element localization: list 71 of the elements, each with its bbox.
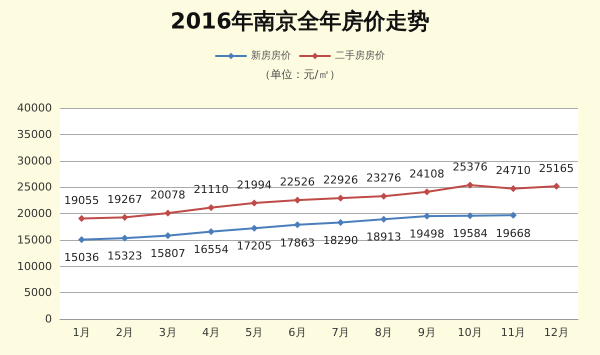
point — [466, 182, 474, 189]
point — [337, 219, 344, 226]
point — [510, 185, 517, 192]
point — [208, 228, 215, 236]
data-label: 23276 — [366, 172, 402, 185]
data-label: 25165 — [538, 162, 574, 175]
point — [121, 234, 128, 242]
y-tick-label: 30000 — [17, 154, 52, 168]
chart-subtitle: （单位：元/㎡） — [260, 68, 340, 81]
point — [510, 212, 517, 219]
point — [380, 216, 388, 223]
data-label: 24710 — [496, 164, 531, 178]
x-tick-label: 7月 — [332, 326, 350, 339]
data-label: 20078 — [150, 188, 186, 202]
data-label: 16554 — [194, 243, 229, 256]
data-label: 17205 — [236, 240, 272, 253]
point — [78, 214, 86, 222]
point — [121, 214, 128, 221]
data-label: 19668 — [496, 226, 531, 240]
legend-label: 新房房价 — [251, 50, 291, 62]
point — [380, 192, 388, 200]
point — [294, 221, 301, 228]
point — [466, 212, 474, 220]
point — [337, 194, 344, 202]
data-label: 19267 — [107, 192, 142, 206]
x-tick-label: 3月 — [158, 326, 177, 339]
point — [164, 232, 172, 240]
x-tick-label: 4月 — [202, 326, 220, 339]
x-tick-label: 1月 — [72, 326, 91, 339]
x-tick-label: 2月 — [116, 326, 134, 339]
y-tick-label: 5000 — [24, 286, 52, 300]
x-tick-label: 11月 — [500, 326, 526, 339]
data-label: 15807 — [150, 247, 186, 260]
y-tick-label: 10000 — [17, 260, 52, 273]
point — [250, 199, 258, 206]
data-label: 24108 — [409, 167, 444, 180]
point — [78, 236, 86, 244]
data-label: 17863 — [280, 236, 315, 250]
point — [164, 210, 172, 217]
x-tick-label: 6月 — [288, 326, 306, 339]
point — [423, 188, 430, 196]
data-label: 18913 — [366, 230, 402, 244]
x-tick-label: 5月 — [245, 326, 264, 339]
point — [208, 204, 215, 212]
chart-title: 2016年南京全年房价走势 — [170, 8, 430, 34]
legend-label: 二手房房价 — [335, 50, 385, 62]
y-tick-label: 35000 — [17, 128, 52, 141]
point — [552, 182, 560, 190]
data-label: 21994 — [236, 178, 272, 192]
y-tick-label: 20000 — [17, 207, 52, 220]
data-label: 22926 — [323, 174, 358, 187]
data-label: 19055 — [64, 194, 100, 207]
point — [423, 212, 430, 220]
data-label: 15323 — [107, 250, 142, 263]
x-tick-label: 10月 — [458, 326, 483, 339]
x-tick-label: 12月 — [544, 326, 569, 339]
y-tick-label: 15000 — [17, 233, 52, 246]
point — [294, 196, 301, 204]
data-label: 19498 — [409, 228, 444, 241]
data-label: 21110 — [194, 183, 229, 196]
point — [250, 224, 258, 232]
y-tick-label: 25000 — [17, 180, 52, 194]
y-tick-label: 0 — [45, 312, 52, 326]
x-tick-label: 8月 — [374, 326, 393, 339]
y-tick-label: 40000 — [17, 102, 52, 114]
data-label: 18290 — [323, 234, 358, 248]
data-label: 22526 — [280, 176, 315, 189]
data-label: 25376 — [452, 160, 488, 174]
data-label: 19584 — [452, 227, 488, 240]
data-label: 15036 — [64, 251, 100, 264]
x-tick-label: 9月 — [418, 326, 436, 339]
